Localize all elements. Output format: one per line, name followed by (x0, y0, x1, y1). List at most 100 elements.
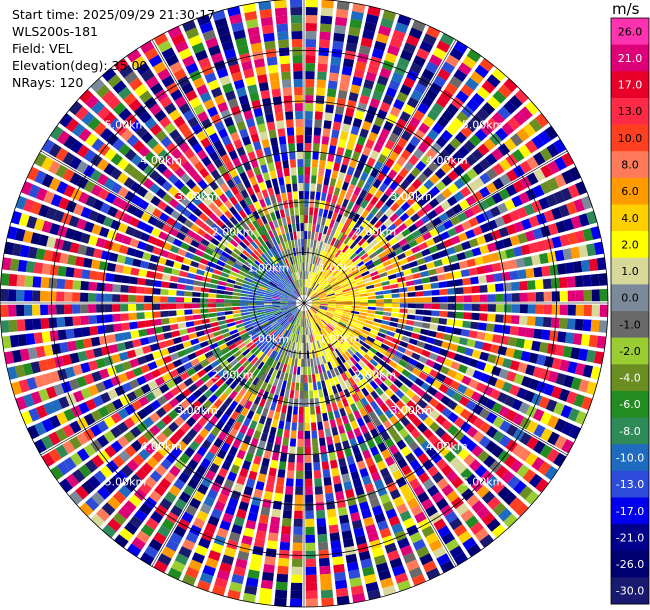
range-gate (403, 517, 416, 529)
range-gate (327, 334, 334, 342)
range-gate (551, 291, 560, 302)
range-gate (273, 323, 281, 330)
range-gate (97, 486, 111, 500)
range-gate (258, 595, 272, 606)
range-gate (189, 524, 202, 537)
radar-ray (1, 303, 297, 349)
range-gate (223, 351, 233, 359)
range-gate (370, 196, 379, 206)
range-gate (184, 297, 193, 303)
range-gate (372, 322, 382, 328)
radar-ray (311, 195, 593, 301)
colorbar-segment (611, 524, 649, 552)
range-gate (171, 268, 181, 276)
range-gate (261, 24, 274, 35)
range-gate (110, 412, 123, 424)
range-gate (140, 364, 151, 374)
range-gate (466, 338, 476, 348)
range-gate (331, 467, 340, 477)
range-gate (149, 254, 160, 263)
range-gate (366, 438, 376, 449)
range-gate (200, 313, 210, 319)
azimuth-spoke (40, 302, 305, 456)
range-gate (308, 279, 312, 288)
range-gate (200, 292, 209, 298)
colorbar-tick-label: -2.0 (619, 345, 640, 358)
range-gate (345, 488, 355, 499)
range-gate (192, 389, 203, 399)
range-gate (227, 497, 239, 508)
range-gate (333, 434, 341, 444)
range-gate (174, 553, 189, 566)
range-gate (268, 269, 276, 277)
range-gate (327, 323, 335, 330)
range-gate (378, 328, 388, 334)
range-gate (405, 233, 415, 243)
range-gate (323, 371, 329, 381)
range-gate (395, 207, 405, 217)
range-gate (269, 170, 277, 180)
range-gate (318, 330, 324, 339)
range-gate (299, 255, 302, 264)
range-gate (211, 326, 221, 333)
range-gate (278, 243, 284, 252)
range-gate (363, 232, 372, 241)
range-gate (359, 306, 368, 310)
range-gate (296, 374, 300, 383)
range-gate (352, 478, 363, 489)
range-gate (479, 408, 491, 420)
range-gate (55, 147, 69, 162)
range-gate (479, 534, 494, 548)
range-gate (199, 258, 209, 266)
range-gate (281, 525, 291, 535)
range-gate (375, 311, 384, 315)
range-gate (531, 200, 543, 213)
range-gate (235, 323, 245, 329)
range-gate (223, 478, 235, 490)
range-gate (8, 273, 18, 287)
range-gate (99, 368, 110, 380)
radar-ray (41, 307, 298, 467)
range-gate (469, 459, 482, 472)
range-gate (363, 573, 377, 585)
range-gate (292, 47, 303, 56)
range-gate (244, 585, 258, 596)
range-gate (256, 217, 264, 227)
range-gate (173, 179, 185, 190)
range-gate (304, 398, 309, 407)
range-gate (327, 298, 336, 301)
range-gate (304, 318, 307, 327)
range-gate (387, 169, 398, 180)
range-gate (247, 328, 256, 335)
range-gate (319, 304, 328, 307)
range-gate (463, 286, 472, 294)
range-gate (304, 287, 306, 295)
range-gate (111, 353, 121, 364)
range-gate (361, 209, 370, 219)
range-gate (411, 416, 423, 428)
radar-ray (196, 310, 302, 592)
range-gate (159, 212, 170, 223)
range-gate (72, 304, 81, 314)
range-gate (75, 106, 89, 121)
range-gate (501, 271, 511, 281)
range-gate (135, 468, 148, 481)
range-gate (230, 490, 241, 501)
range-gate (321, 136, 330, 145)
range-gate (492, 334, 502, 344)
range-gate (161, 273, 171, 281)
range-gate (260, 281, 269, 287)
range-gate (253, 107, 263, 118)
radar-ray (311, 166, 581, 300)
range-gate (124, 404, 136, 416)
range-gate (97, 188, 110, 201)
range-gate (117, 222, 129, 234)
range-gate (334, 154, 343, 164)
range-gate (96, 434, 109, 448)
range-gate (220, 109, 232, 120)
range-gate (293, 334, 298, 343)
range-gate (510, 459, 524, 473)
range-gate (112, 284, 121, 293)
range-gate (481, 512, 496, 526)
radar-ray (311, 305, 593, 411)
